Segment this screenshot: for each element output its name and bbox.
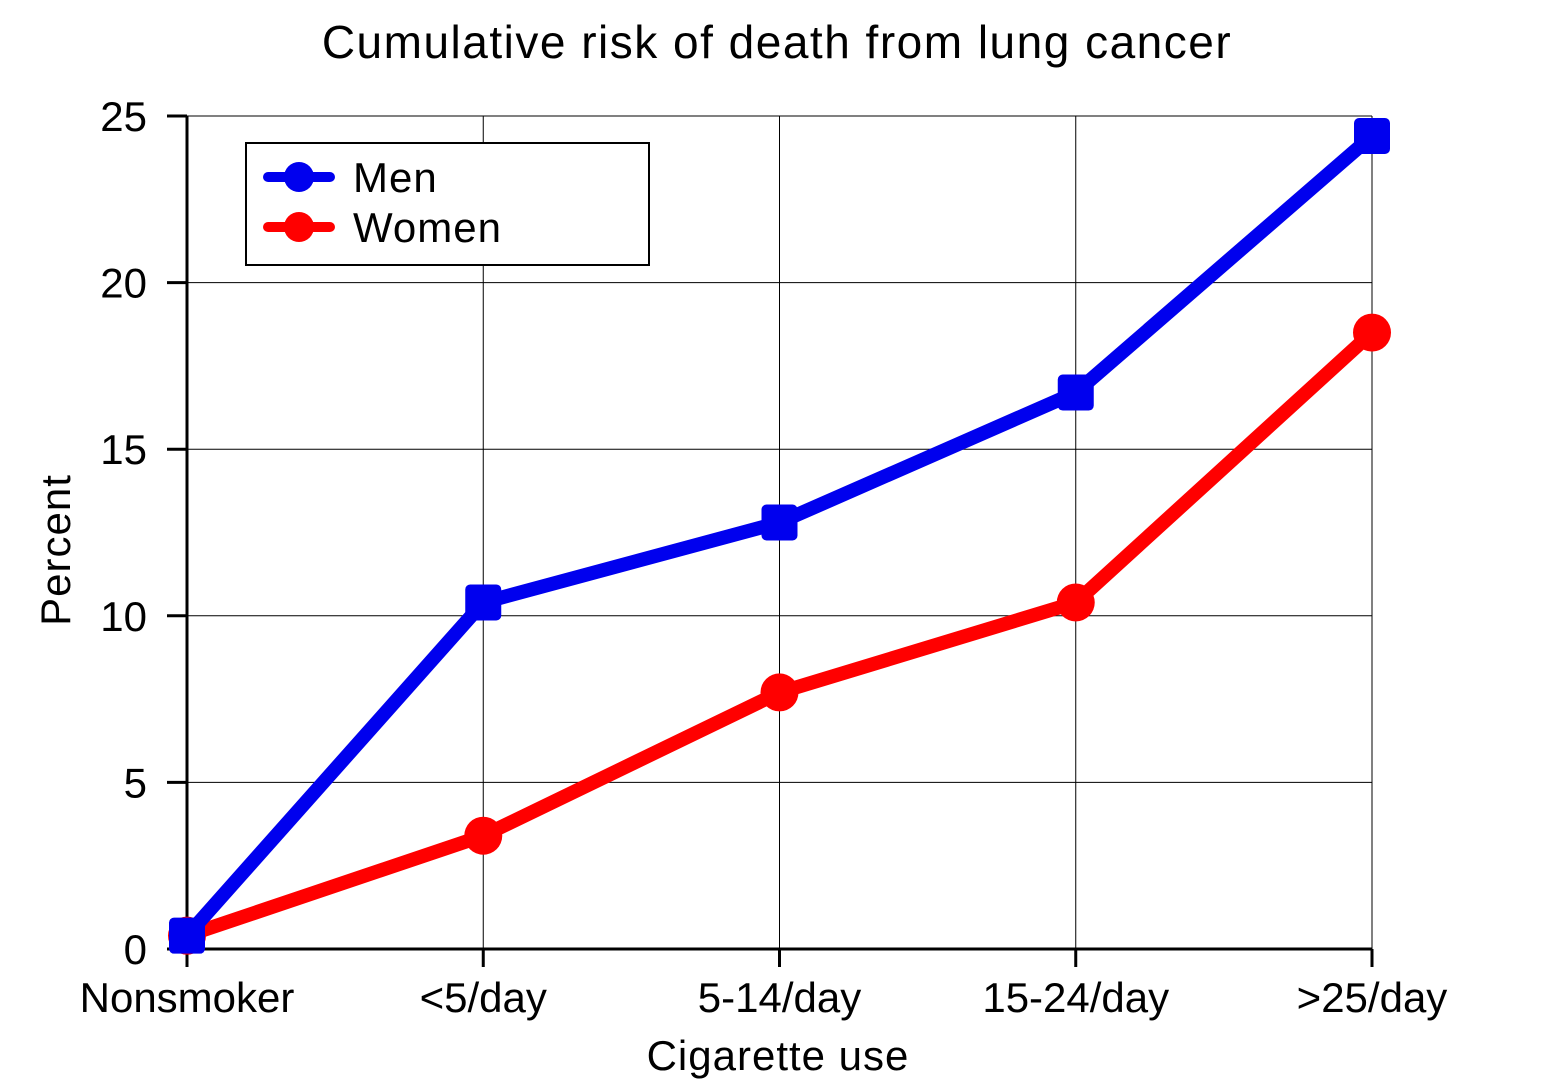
x-tick-label-0: Nonsmoker [80,974,295,1021]
point-women-3 [1056,583,1095,622]
legend-entry-women: Women [263,204,502,251]
point-men-2 [761,504,798,541]
x-tick-label-2: 5-14/day [698,974,861,1021]
x-tick-label-4: >25/day [1297,974,1448,1021]
point-men-0 [169,917,205,954]
series [168,117,1391,955]
x-tick-labels: Nonsmoker <5/day 5-14/day 15-24/day >25/day [80,974,1448,1021]
point-men-1 [465,584,502,621]
point-men-4 [1354,117,1390,154]
y-tick-labels: 0 5 10 15 20 25 [100,93,147,973]
point-women-1 [464,816,503,855]
legend-box [245,142,650,266]
point-women-2 [760,673,799,712]
x-tick-label-1: <5/day [420,974,547,1021]
point-men-3 [1057,374,1094,411]
legend-label-men: Men [353,154,438,201]
y-tick-label-15: 15 [100,426,147,473]
chart-title: Cumulative risk of death from lung cance… [322,16,1232,68]
y-tick-label-5: 5 [124,759,147,806]
point-women-4 [1353,313,1391,352]
x-tick-label-3: 15-24/day [982,974,1169,1021]
y-tick-label-20: 20 [100,260,147,307]
legend-entry-men: Men [263,154,438,201]
series-men [169,117,1390,954]
legend-marker-women [284,212,314,242]
x-axis-label: Cigarette use [647,1032,910,1079]
y-tick-label-25: 25 [100,93,147,140]
y-tick-label-0: 0 [124,926,147,973]
legend-label-women: Women [353,204,502,251]
axes [167,114,1374,967]
legend-marker-men [284,162,314,192]
y-tick-label-10: 10 [100,593,147,640]
y-axis-label: Percent [32,474,79,626]
